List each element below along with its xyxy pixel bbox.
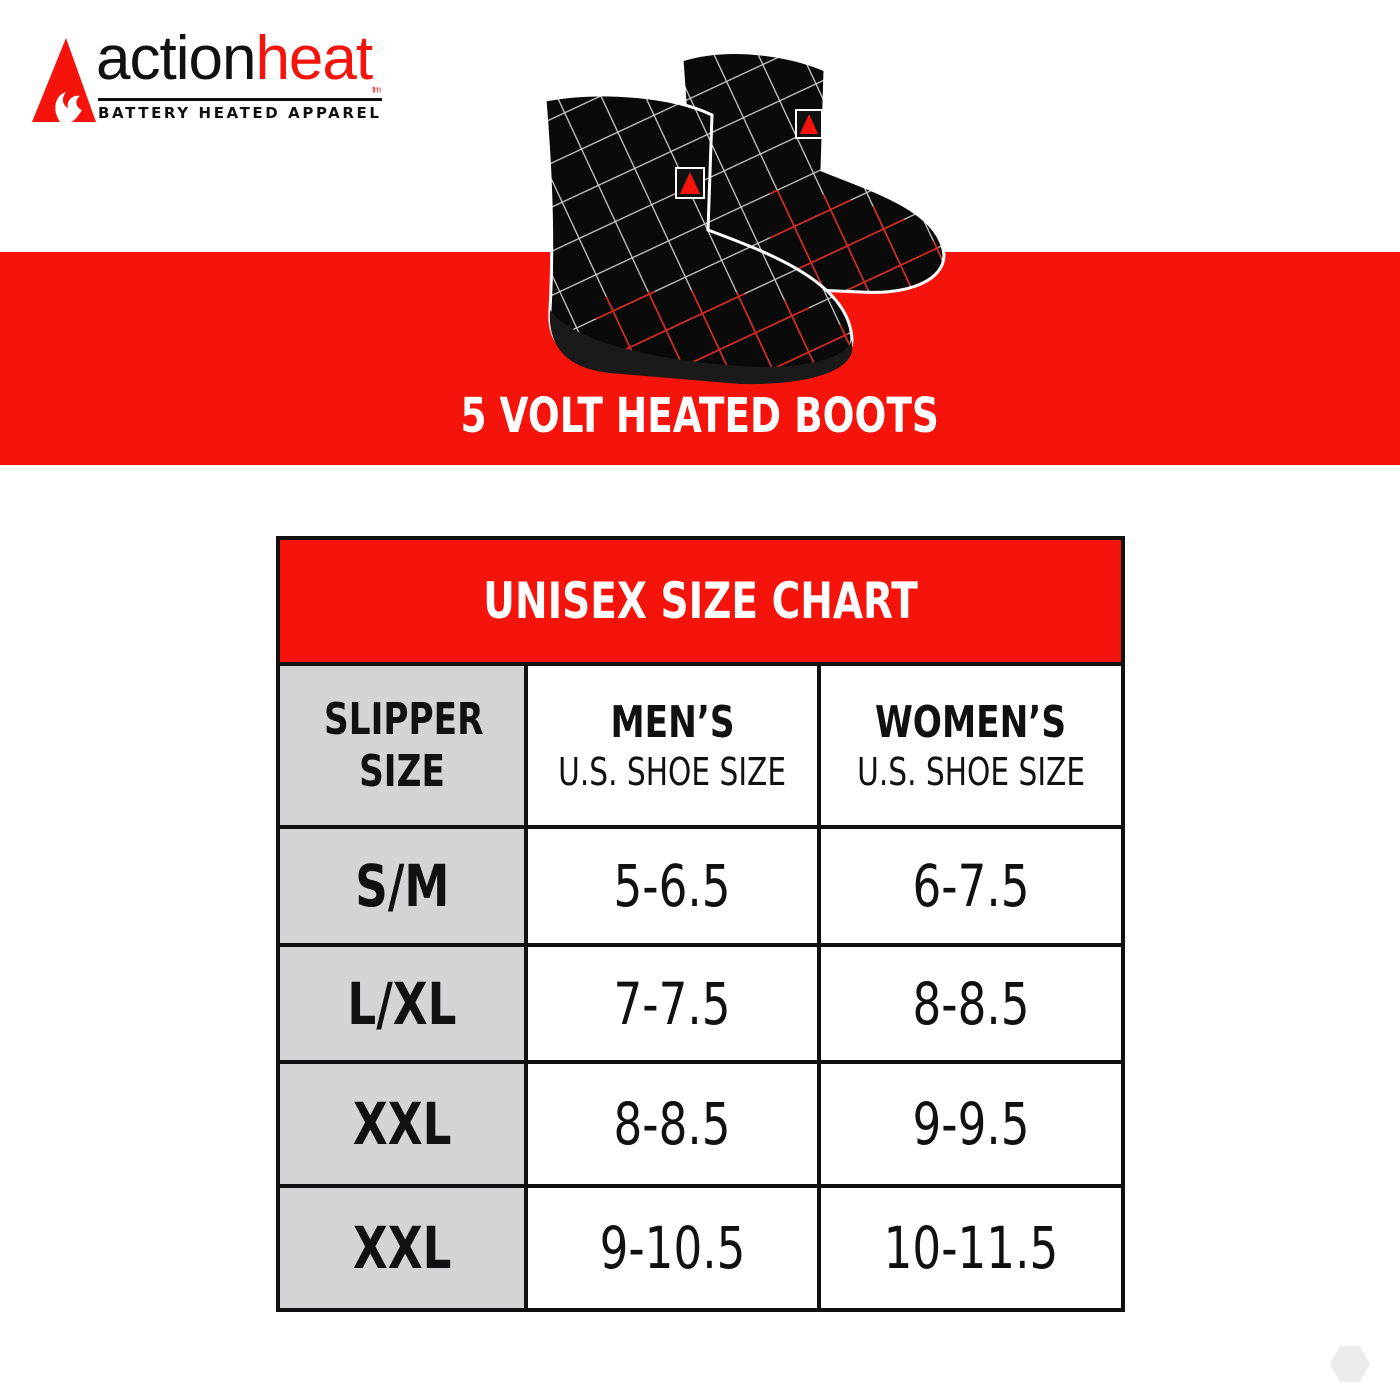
slipper-size: XXL <box>352 1214 452 1282</box>
womens-size: 8-8.5 <box>912 969 1030 1038</box>
header-title: MEN’S <box>610 696 735 748</box>
row-mens-cell: 8-8.5 <box>528 1064 821 1188</box>
womens-size: 9-9.5 <box>912 1090 1030 1158</box>
header-slipper-size: SLIPPER SIZE <box>280 666 528 829</box>
back-boot <box>680 51 946 294</box>
hexagon-icon <box>1330 1346 1370 1382</box>
mens-size: 7-7.5 <box>613 969 732 1038</box>
row-mens-cell: 7-7.5 <box>528 947 821 1064</box>
header-subtitle: U.S. SHOE SIZE <box>857 749 1085 794</box>
womens-size: 6-7.5 <box>912 852 1030 920</box>
header-mens: MEN’S U.S. SHOE SIZE <box>528 666 821 829</box>
size-chart-title: UNISEX SIZE CHART <box>280 540 1121 666</box>
header-subtitle: U.S. SHOE SIZE <box>558 749 787 794</box>
brand-tagline: BATTERY HEATED APPAREL <box>98 104 382 122</box>
header-title: WOMEN’S <box>875 696 1067 748</box>
heated-boots-illustration <box>543 51 946 385</box>
brand-word-heat: heat <box>255 24 373 93</box>
row-size-cell: XXL <box>280 1188 528 1308</box>
trademark: tm <box>372 84 381 95</box>
row-size-cell: XXL <box>280 1064 528 1188</box>
womens-size: 10-11.5 <box>883 1214 1059 1282</box>
slipper-size: S/M <box>354 852 450 920</box>
row-womens-cell: 10-11.5 <box>821 1188 1121 1308</box>
mens-size: 5-6.5 <box>613 852 732 920</box>
row-mens-cell: 9-10.5 <box>528 1188 821 1308</box>
row-size-cell: S/M <box>280 829 528 947</box>
mens-size: 8-8.5 <box>613 1090 732 1158</box>
row-womens-cell: 6-7.5 <box>821 829 1121 947</box>
brand-logo: actionheattm BATTERY HEATED APPAREL <box>30 28 390 128</box>
front-boot <box>543 93 854 385</box>
flame-triangle-icon <box>32 38 96 122</box>
slipper-size: XXL <box>352 1090 452 1158</box>
banner-title: 5 VOLT HEATED BOOTS <box>0 388 1400 444</box>
size-chart-table: UNISEX SIZE CHART SLIPPER SIZE MEN’S U.S… <box>276 536 1125 1312</box>
size-chart-title-text: UNISEX SIZE CHART <box>483 572 918 630</box>
brand-wordmark: actionheattm <box>96 28 381 95</box>
mens-size: 9-10.5 <box>599 1214 746 1282</box>
size-chart-grid: SLIPPER SIZE MEN’S U.S. SHOE SIZE WOMEN’… <box>280 666 1121 1308</box>
slipper-size: L/XL <box>347 969 457 1038</box>
header-womens: WOMEN’S U.S. SHOE SIZE <box>821 666 1121 829</box>
row-womens-cell: 9-9.5 <box>821 1064 1121 1188</box>
logo-divider <box>98 98 382 101</box>
row-size-cell: L/XL <box>280 947 528 1064</box>
header-title: SLIPPER SIZE <box>324 693 484 797</box>
brand-word-action: action <box>96 24 256 93</box>
banner-title-text: 5 VOLT HEATED BOOTS <box>460 388 940 444</box>
row-mens-cell: 5-6.5 <box>528 829 821 947</box>
row-womens-cell: 8-8.5 <box>821 947 1121 1064</box>
